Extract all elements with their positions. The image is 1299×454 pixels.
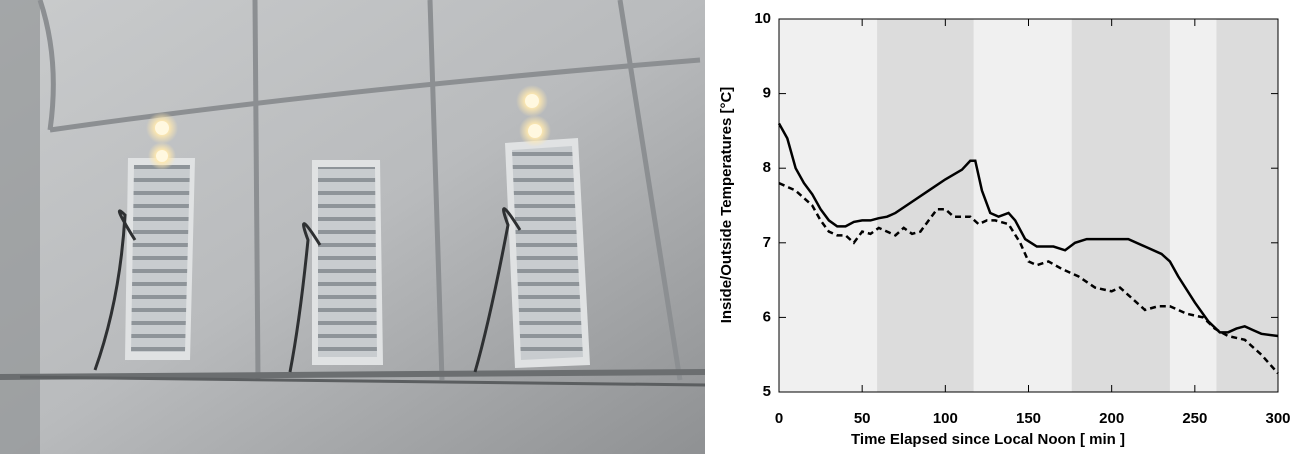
x-tick-label: 0 [775, 410, 783, 427]
x-tick-label: 100 [933, 410, 958, 427]
panel-seams [37, 0, 701, 381]
y-tick-label: 6 [763, 308, 771, 325]
shaded-band [1071, 19, 1170, 392]
cable-tray [0, 369, 705, 380]
photo [0, 0, 705, 454]
x-tick-label: 150 [1016, 410, 1041, 427]
series-line [778, 181, 1279, 375]
x-tick-label: 300 [1265, 410, 1290, 427]
y-tick-label: 10 [754, 10, 771, 27]
y-tick-label: 7 [763, 234, 771, 251]
y-tick-label: 9 [763, 85, 771, 102]
y-tick-label: 5 [763, 383, 771, 400]
plot-background [779, 19, 1278, 392]
x-tick-label: 250 [1182, 410, 1207, 427]
y-tick-label: 8 [763, 159, 771, 176]
chart: Time Elapsed since Local Noon [ min ] In… [718, 10, 1291, 448]
louver-panels [125, 138, 590, 368]
series-line [777, 122, 1279, 338]
cable [19, 375, 705, 387]
shaded-band [877, 19, 974, 392]
shaded-band [1216, 19, 1278, 392]
dome-edge [0, 0, 40, 454]
y-axis-label: Inside/Outside Temperatures [°C] [718, 87, 735, 324]
sensor-cables [93, 207, 522, 373]
x-tick-label: 200 [1099, 410, 1124, 427]
x-tick-label: 50 [854, 410, 871, 427]
x-axis-label: Time Elapsed since Local Noon [ min ] [851, 431, 1125, 448]
lights [146, 85, 551, 170]
